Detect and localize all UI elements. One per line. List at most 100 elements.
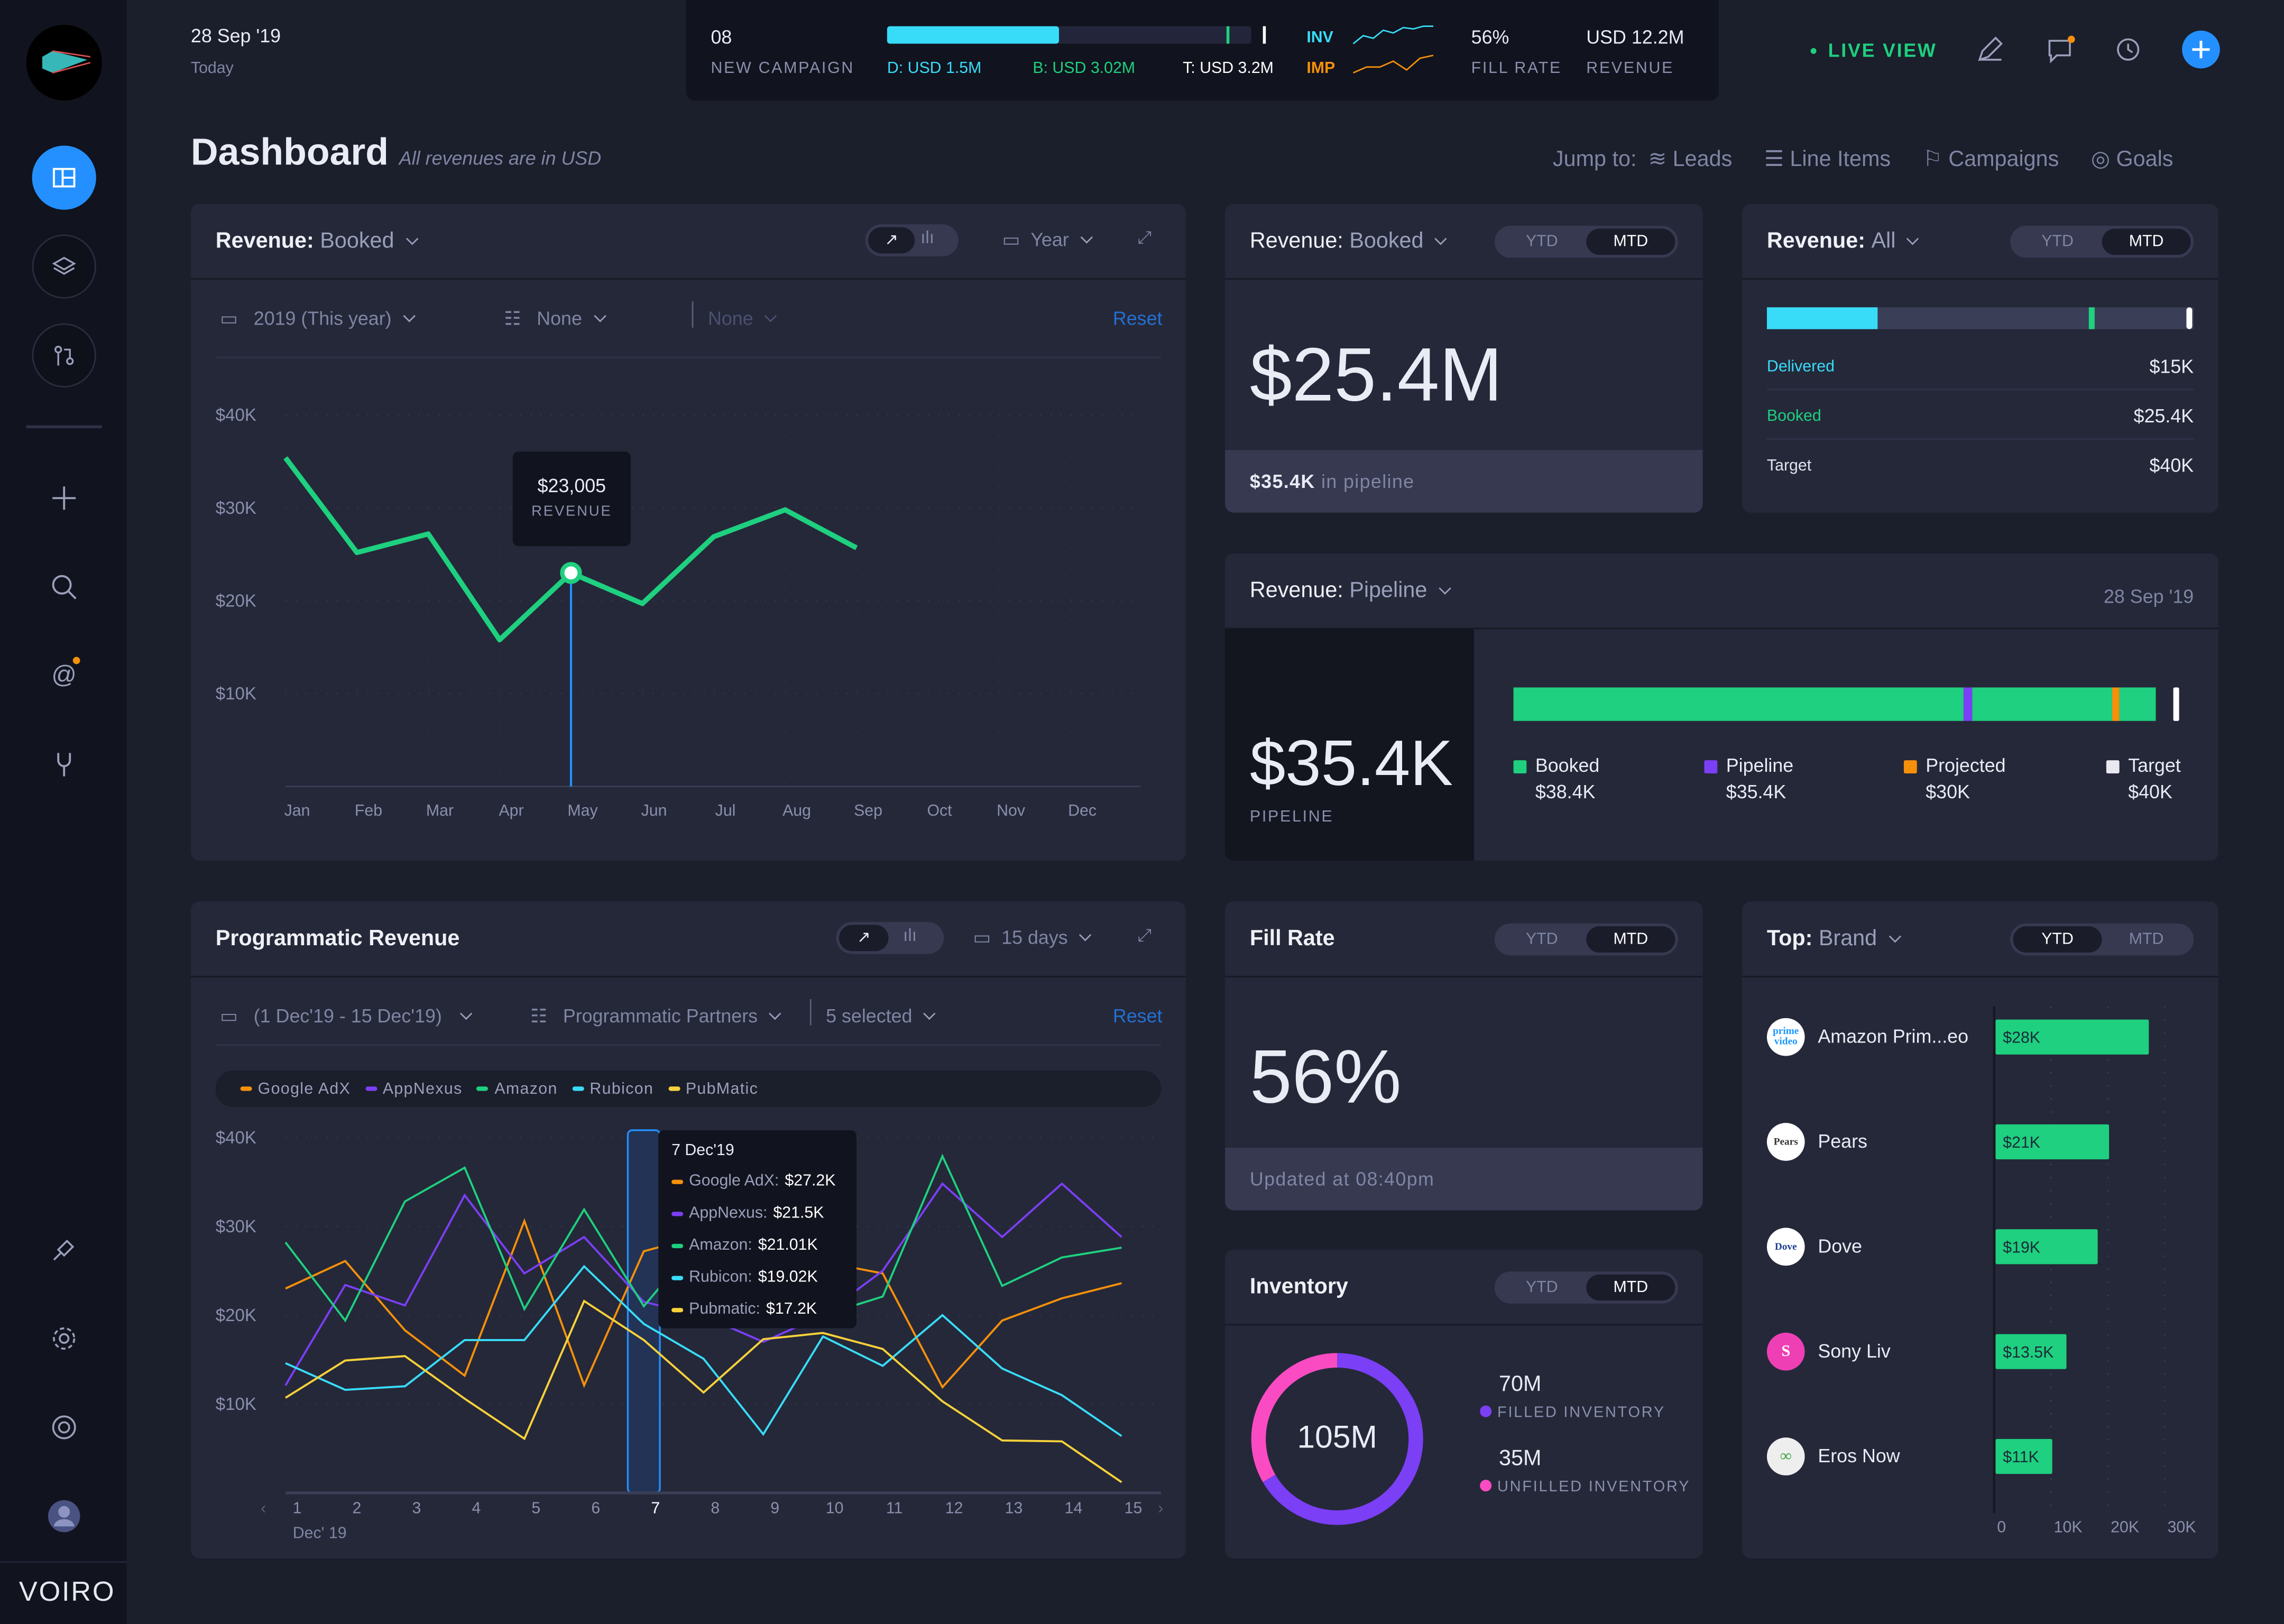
history-icon[interactable] xyxy=(2115,36,2141,70)
card-title[interactable]: Top: Brand xyxy=(1767,926,1901,951)
inv-label: INV xyxy=(1306,29,1333,47)
jump-campaigns[interactable]: ⚐ Campaigns xyxy=(1923,146,2059,172)
x-tick-label: Feb xyxy=(355,802,382,819)
chat-icon[interactable] xyxy=(2047,35,2076,71)
delivered-fill xyxy=(1766,307,1878,329)
tooltip-value: $23,005 xyxy=(537,475,606,497)
current-date-sub: Today xyxy=(190,59,234,78)
new-campaign-count: 08 xyxy=(711,26,732,48)
new-campaign-label: NEW CAMPAIGN xyxy=(711,59,855,78)
tooltip-swatch xyxy=(671,1275,684,1280)
pin-icon[interactable] xyxy=(45,1231,83,1269)
mention-icon[interactable]: @ xyxy=(45,657,83,695)
tooltip-row: Rubicon: $19.02K xyxy=(671,1269,818,1286)
ytd-option[interactable]: YTD xyxy=(2013,926,2102,953)
legend-swatch xyxy=(240,1086,252,1091)
brand-logo: Pears xyxy=(1766,1123,1805,1161)
mtd-option[interactable]: MTD xyxy=(1586,926,1675,953)
live-view-button[interactable]: LIVE VIEW xyxy=(1810,39,1937,61)
tooltip-row: Amazon: $21.01K xyxy=(671,1237,818,1254)
y-tick-label: $30K xyxy=(216,499,256,518)
reset-link[interactable]: Reset xyxy=(1112,1005,1163,1027)
imp-sparkline xyxy=(1352,54,1434,74)
filter-divider-line xyxy=(215,1044,1161,1046)
ytd-option[interactable]: YTD xyxy=(1525,233,1558,251)
legend-item[interactable]: Amazon xyxy=(477,1080,558,1097)
sub-filter[interactable]: None xyxy=(708,307,777,329)
page-title: Dashboard xyxy=(190,130,389,173)
selected-filter[interactable]: 5 selected xyxy=(826,1005,936,1027)
ytd-option[interactable]: YTD xyxy=(2041,233,2074,251)
bar-chart-icon[interactable]: ılı xyxy=(920,227,934,248)
campaign-summary-strip[interactable]: 08 NEW CAMPAIGN D: USD 1.5M B: USD 3.02M… xyxy=(686,0,1719,101)
partner-filter[interactable]: ☷ Programmatic Partners xyxy=(530,1005,781,1028)
revenue-booked-kpi-card: Revenue: Booked YTD MTD $25.4M $35.4K in … xyxy=(1225,204,1703,513)
card-title[interactable]: Revenue: Pipeline xyxy=(1250,578,1451,603)
ytd-mtd-toggle[interactable]: YTD MTD xyxy=(1494,226,1678,258)
mtd-option[interactable]: MTD xyxy=(1586,228,1675,255)
jump-goals[interactable]: ◎ Goals xyxy=(2091,146,2174,172)
y-tick-label: $10K xyxy=(216,1395,256,1414)
fill-rate-footer: Updated at 08:40pm xyxy=(1225,1148,1703,1211)
mtd-option[interactable]: MTD xyxy=(2102,228,2191,255)
add-button[interactable] xyxy=(2182,30,2220,69)
line-chart-icon[interactable]: ↗ xyxy=(839,925,889,952)
line-chart-icon[interactable]: ↗ xyxy=(868,227,915,254)
jump-line-items[interactable]: ☰ Line Items xyxy=(1764,146,1891,172)
unfilled-value: 35M xyxy=(1498,1446,1542,1471)
app-logo[interactable] xyxy=(26,24,102,101)
ytd-option[interactable]: YTD xyxy=(1525,1278,1558,1297)
ytd-option[interactable]: YTD xyxy=(1525,930,1558,948)
sidebar-item-layers[interactable] xyxy=(32,234,96,299)
card-title[interactable]: Revenue: All xyxy=(1767,229,1920,253)
sidebar-item-dashboard[interactable] xyxy=(32,145,96,210)
tooltip-label: Pubmatic: xyxy=(689,1300,760,1318)
edit-icon[interactable] xyxy=(1977,36,2003,70)
expand-icon[interactable]: ⤢ xyxy=(1137,227,1152,248)
gear-icon[interactable] xyxy=(45,1320,83,1358)
help-icon[interactable] xyxy=(45,1408,83,1446)
chart-type-toggle[interactable]: ↗ ılı xyxy=(865,224,959,256)
legend-label: Rubicon xyxy=(590,1079,654,1097)
add-icon[interactable] xyxy=(45,479,83,517)
avatar[interactable] xyxy=(45,1497,83,1535)
search-icon[interactable] xyxy=(45,568,83,606)
period-select[interactable]: ▭ 15 days xyxy=(973,926,1092,949)
chart-type-toggle[interactable]: ↗ ılı xyxy=(836,921,944,954)
bar-chart-icon[interactable]: ılı xyxy=(903,925,917,946)
layers-icon: ≋ xyxy=(1648,147,1673,172)
card-title[interactable]: Revenue: Booked xyxy=(216,229,418,253)
x-tick-label: Sep xyxy=(854,802,882,819)
legend-item[interactable]: AppNexus xyxy=(365,1080,463,1097)
live-dot xyxy=(1810,47,1817,53)
group-filter[interactable]: ☷ None xyxy=(504,307,606,330)
legend-item[interactable]: Google AdX xyxy=(240,1080,351,1097)
jump-leads-label: Leads xyxy=(1672,147,1733,172)
filled-legend: FILLED INVENTORY xyxy=(1480,1404,1665,1422)
ytd-mtd-toggle[interactable]: YTD MTD xyxy=(2010,923,2194,956)
legend-value: $30K xyxy=(1926,780,1970,803)
legend-item[interactable]: Rubicon xyxy=(572,1080,653,1097)
reset-link[interactable]: Reset xyxy=(1112,307,1163,329)
ytd-mtd-toggle[interactable]: YTD MTD xyxy=(1494,923,1678,956)
legend-swatch xyxy=(365,1086,377,1091)
ytd-mtd-toggle[interactable]: YTD MTD xyxy=(2010,226,2194,258)
updated-text: Updated at 08:40pm xyxy=(1249,1168,1435,1190)
mtd-option[interactable]: MTD xyxy=(2129,930,2164,948)
legend-item[interactable]: PubMatic xyxy=(668,1080,758,1097)
expand-icon[interactable]: ⤢ xyxy=(1137,925,1152,946)
target-value: T: USD 3.2M xyxy=(1183,59,1274,78)
tools-icon[interactable] xyxy=(45,746,83,784)
date-filter[interactable]: ▭ 2019 (This year) xyxy=(220,307,416,330)
jump-line-items-label: Line Items xyxy=(1790,147,1891,172)
period-select[interactable]: ▭ Year xyxy=(1002,229,1093,252)
ytd-mtd-toggle[interactable]: YTD MTD xyxy=(1494,1271,1678,1304)
date-filter[interactable]: ▭ (1 Dec'19 - 15 Dec'19) xyxy=(220,1005,473,1028)
brand-logo: ∞ xyxy=(1766,1437,1805,1475)
mtd-option[interactable]: MTD xyxy=(1586,1274,1675,1301)
sidebar-item-routes[interactable] xyxy=(32,323,96,387)
card-title[interactable]: Revenue: Booked xyxy=(1250,229,1448,253)
row-divider xyxy=(1766,438,2194,440)
pipeline-total-block: $35.4K PIPELINE xyxy=(1225,629,1475,861)
jump-leads[interactable]: ≋ Leads xyxy=(1648,146,1732,172)
